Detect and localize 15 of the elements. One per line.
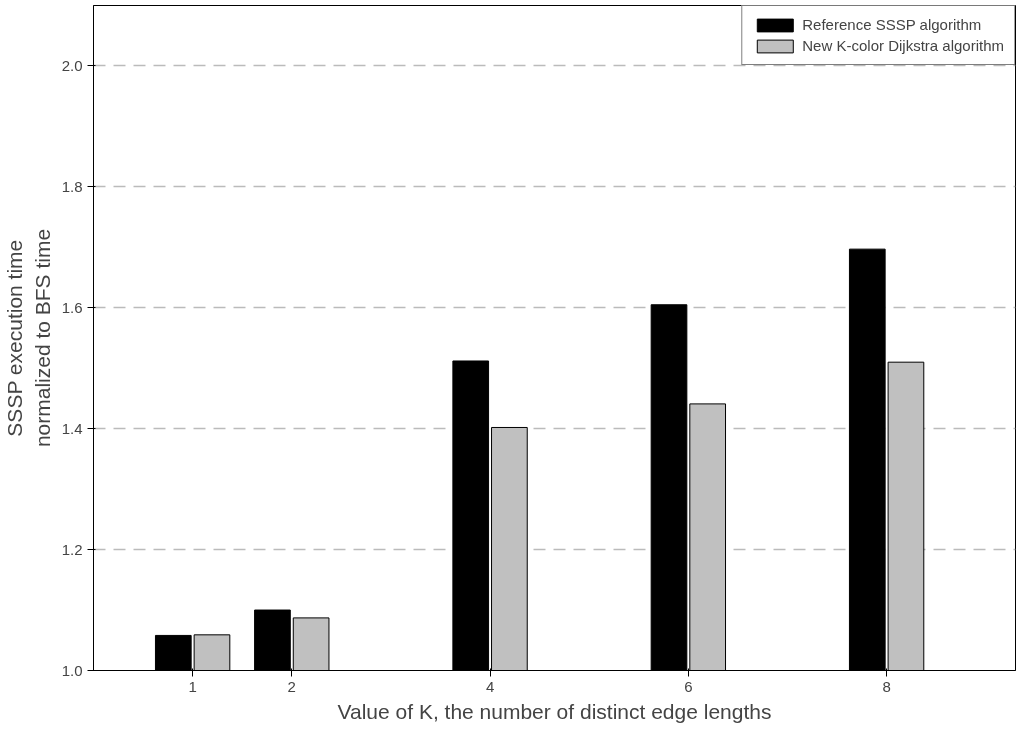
- y-tick-label: 2.0: [61, 56, 83, 74]
- legend-label: New K-color Dijkstra algorithm: [802, 37, 1004, 54]
- y-tick-label: 1.6: [61, 298, 83, 316]
- y-tick-label: 1.2: [61, 540, 83, 558]
- y-tick-label: 1.8: [61, 177, 83, 195]
- x-tick-label: 4: [485, 677, 495, 695]
- legend-label: Reference SSSP algorithm: [802, 16, 982, 33]
- x-axis-title: Value of K, the number of distinct edge lengths: [337, 699, 772, 723]
- x-tick-label: 2: [287, 677, 296, 695]
- y-axis-title: SSSP execution time normalized to BFS time: [3, 228, 54, 448]
- y-tick-label: 1.4: [61, 419, 83, 437]
- x-tick-label: 8: [882, 677, 891, 695]
- x-tick-label: 6: [684, 677, 693, 695]
- y-tick-label: 1.0: [61, 661, 83, 679]
- x-tick-label: 1: [188, 677, 197, 695]
